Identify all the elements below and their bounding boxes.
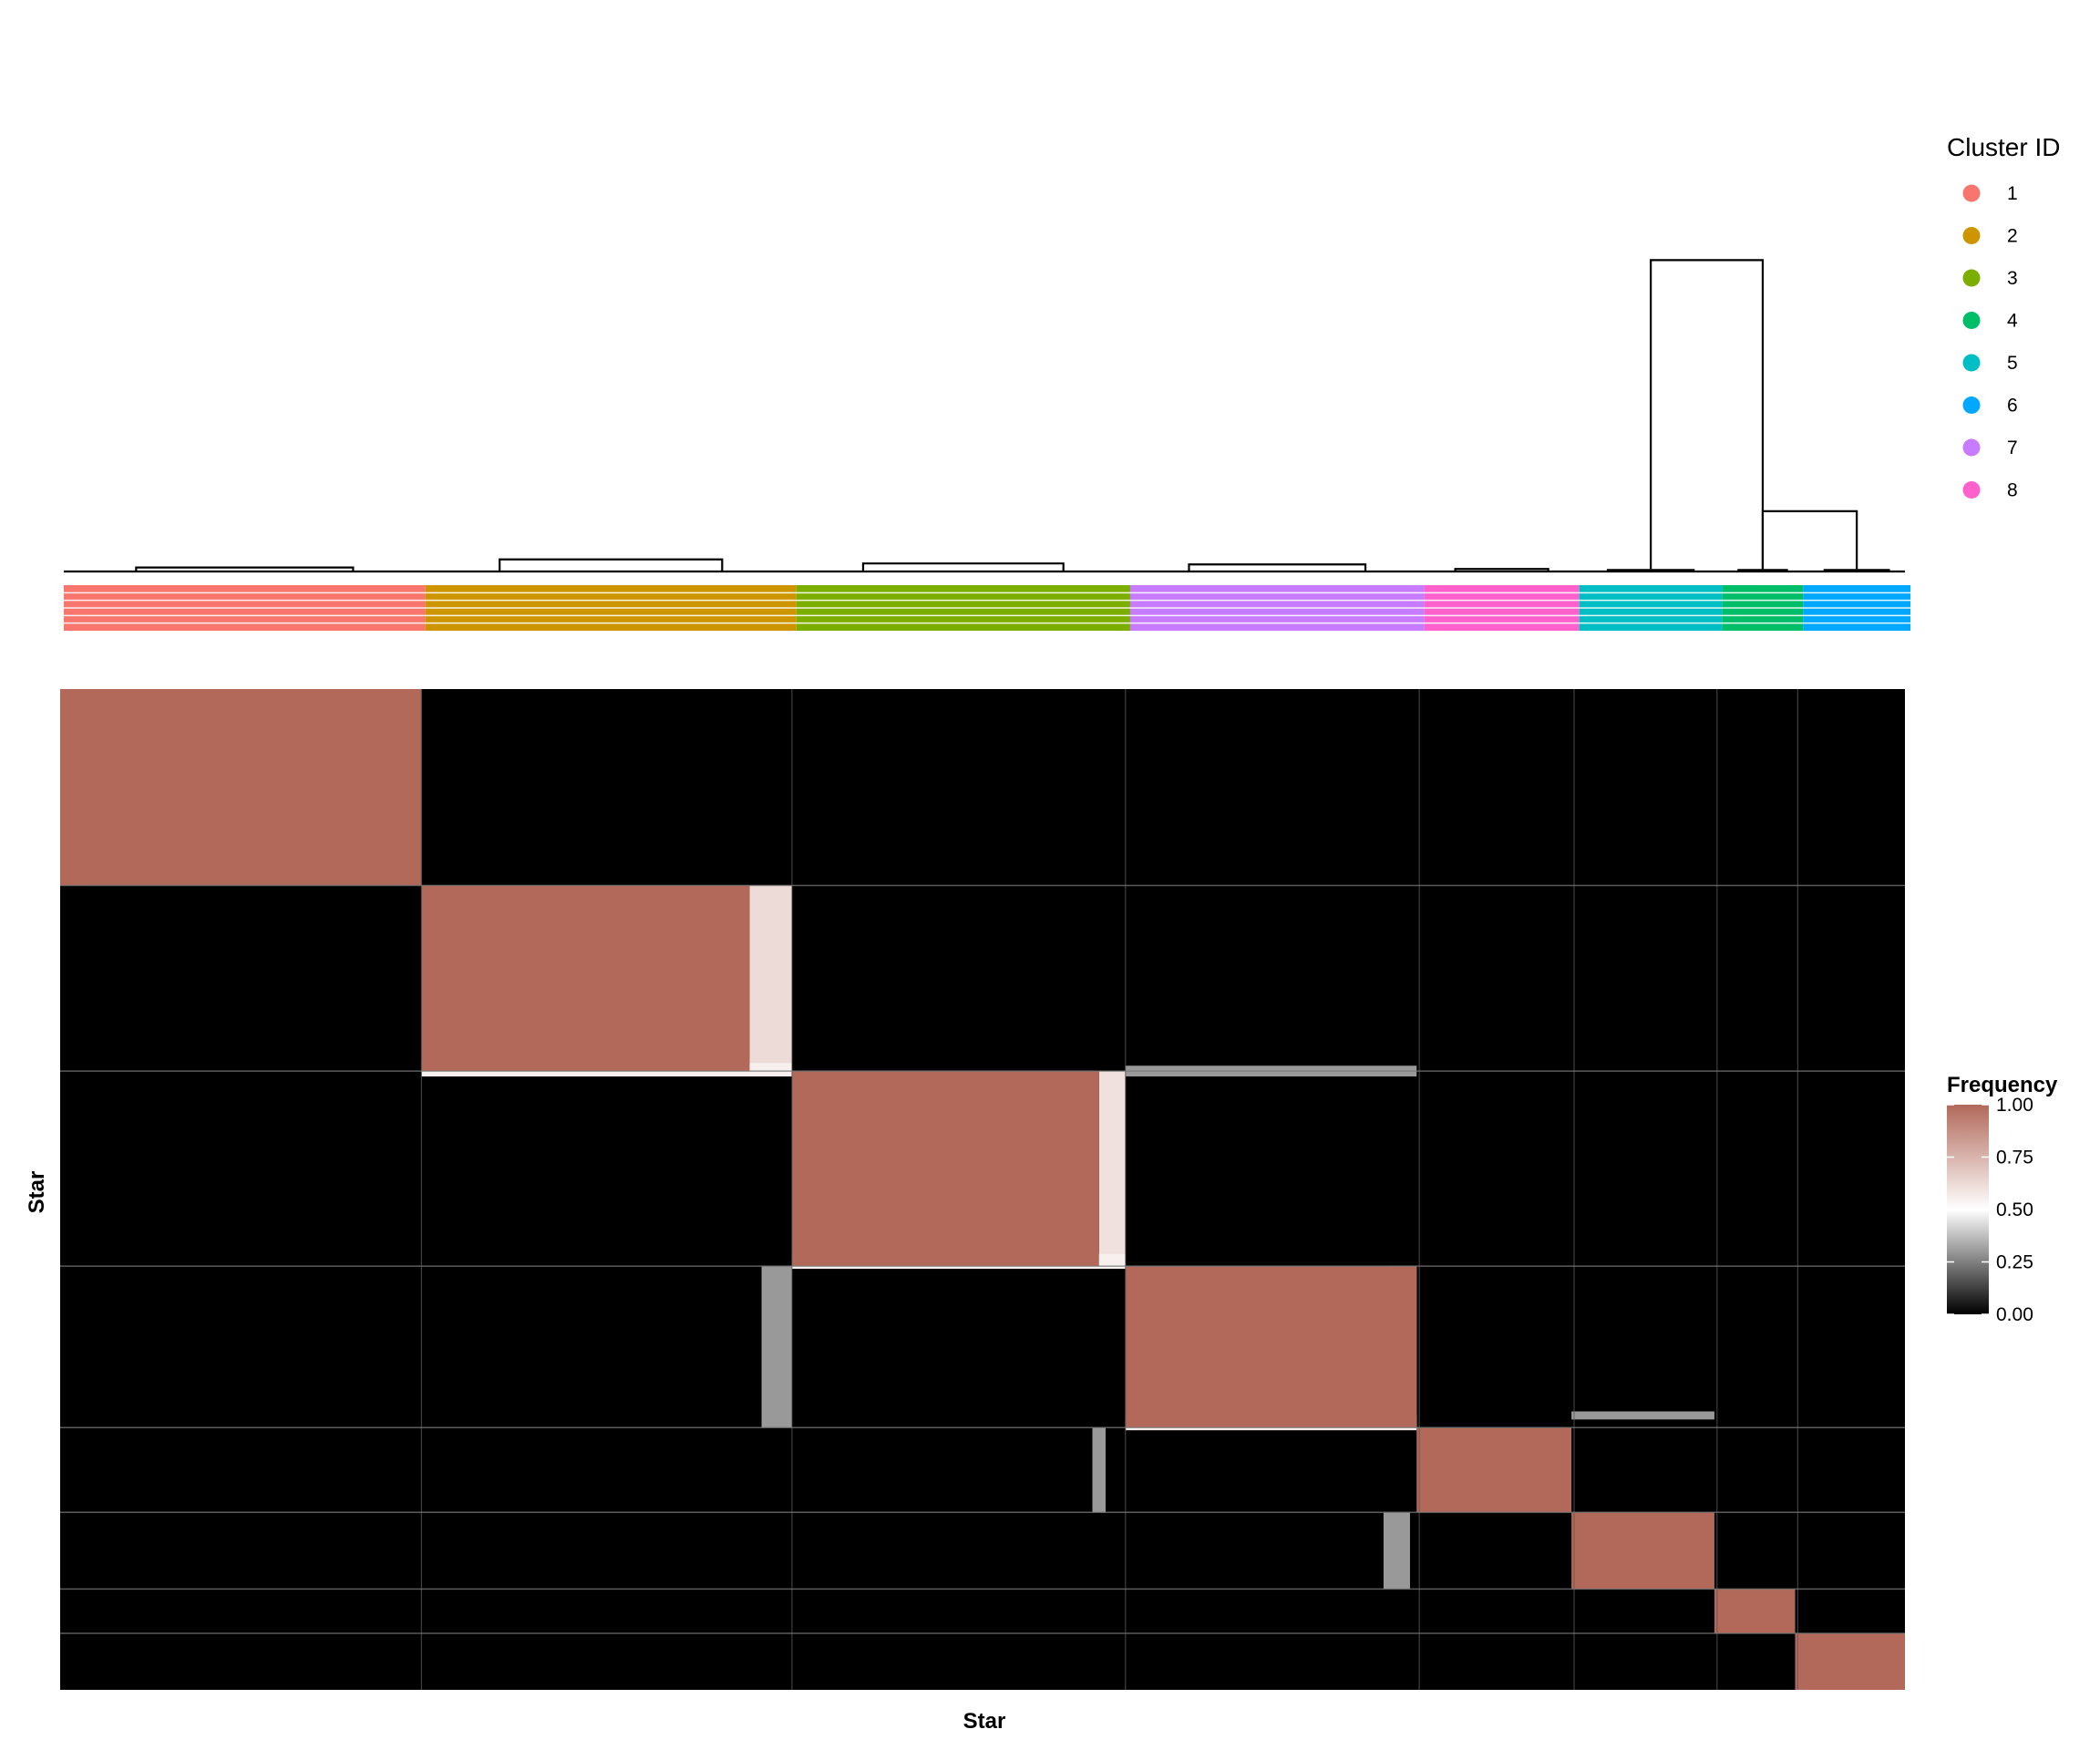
x-axis-title: Star — [963, 1709, 1006, 1734]
dendrogram-merge-2 — [1761, 510, 1858, 570]
cluster-legend-swatch-6 — [1962, 396, 1981, 414]
cluster-legend-swatch-2 — [1962, 227, 1981, 244]
dendrogram-subbranch-cluster-4 — [1737, 569, 1788, 571]
cluster-legend-swatch-1 — [1962, 184, 1981, 202]
heatmap-consensus-block-4 — [1125, 1266, 1417, 1428]
frequency-tick-label-1: 1.00 — [1996, 1095, 2033, 1116]
frequency-tick-label-5: 0.00 — [1996, 1304, 2033, 1325]
cluster-legend-title: Cluster ID — [1947, 133, 2060, 161]
heatmap-partial-block-8 — [761, 1266, 792, 1428]
cluster-legend: Cluster ID 1 2 3 4 5 6 7 8 — [1947, 133, 2060, 501]
cluster-legend-label-4: 4 — [2007, 311, 2018, 332]
cluster-legend-label-7: 7 — [2007, 438, 2018, 458]
heatmap-consensus-block-5 — [1416, 1427, 1572, 1513]
dendrogram-subbranch-cluster-8 — [1454, 568, 1549, 571]
dendrogram — [64, 259, 1905, 573]
heatmap-partial-block-3 — [1098, 1071, 1126, 1267]
dendrogram-subbranch-cluster-3 — [861, 562, 1065, 571]
heatmap-partial-block-11 — [1092, 1427, 1107, 1513]
cluster-legend-swatch-4 — [1962, 312, 1981, 329]
heatmap-partial-block-1 — [749, 885, 792, 1072]
dendrogram-subbranch-cluster-5 — [1606, 569, 1695, 571]
heatmap-consensus-block-6 — [1571, 1512, 1714, 1590]
frequency-tick-label-3: 0.50 — [1996, 1199, 2033, 1220]
heatmap-consensus-block-8 — [1795, 1633, 1905, 1690]
cluster-legend-label-2: 2 — [2007, 226, 2018, 247]
dendrogram-subbranch-cluster-1 — [135, 566, 355, 571]
heatmap-consensus-block-3 — [791, 1071, 1099, 1267]
cluster-legend-swatch-7 — [1962, 438, 1981, 457]
consensus-heatmap — [60, 689, 1905, 1690]
heatmap-partial-block-9 — [1571, 1411, 1714, 1420]
dendrogram-subbranch-cluster-7 — [1188, 563, 1367, 571]
cluster-legend-swatch-5 — [1962, 354, 1981, 372]
cluster-legend-label-1: 1 — [2007, 183, 2018, 204]
dendrogram-subbranch-cluster-6 — [1823, 569, 1890, 571]
dendrogram-merge-1 — [1650, 259, 1765, 570]
heatmap-consensus-block-7 — [1714, 1589, 1796, 1634]
cluster-legend-swatch-8 — [1962, 481, 1981, 499]
heatmap-consensus-block-2 — [421, 885, 750, 1072]
cluster-legend-swatch-3 — [1962, 269, 1981, 287]
heatmap-partial-block-10 — [1383, 1512, 1410, 1590]
cluster-legend-label-6: 6 — [2007, 396, 2018, 417]
heatmap-consensus-block-1 — [60, 689, 422, 886]
frequency-legend: Frequency 1.00 0.75 0.50 0.25 0.00 — [1947, 1073, 2058, 1325]
cluster-legend-label-5: 5 — [2007, 353, 2018, 374]
y-axis-title: Star — [25, 1171, 49, 1214]
cluster-legend-label-3: 3 — [2007, 268, 2018, 289]
frequency-tick-label-2: 0.75 — [1996, 1148, 2033, 1168]
cluster-annotation-bar — [64, 585, 1910, 631]
cluster-legend-label-8: 8 — [2007, 480, 2018, 501]
dendrogram-subbranch-cluster-2 — [499, 558, 724, 571]
frequency-tick-label-4: 0.25 — [1996, 1252, 2033, 1273]
frequency-legend-title: Frequency — [1947, 1073, 2058, 1097]
